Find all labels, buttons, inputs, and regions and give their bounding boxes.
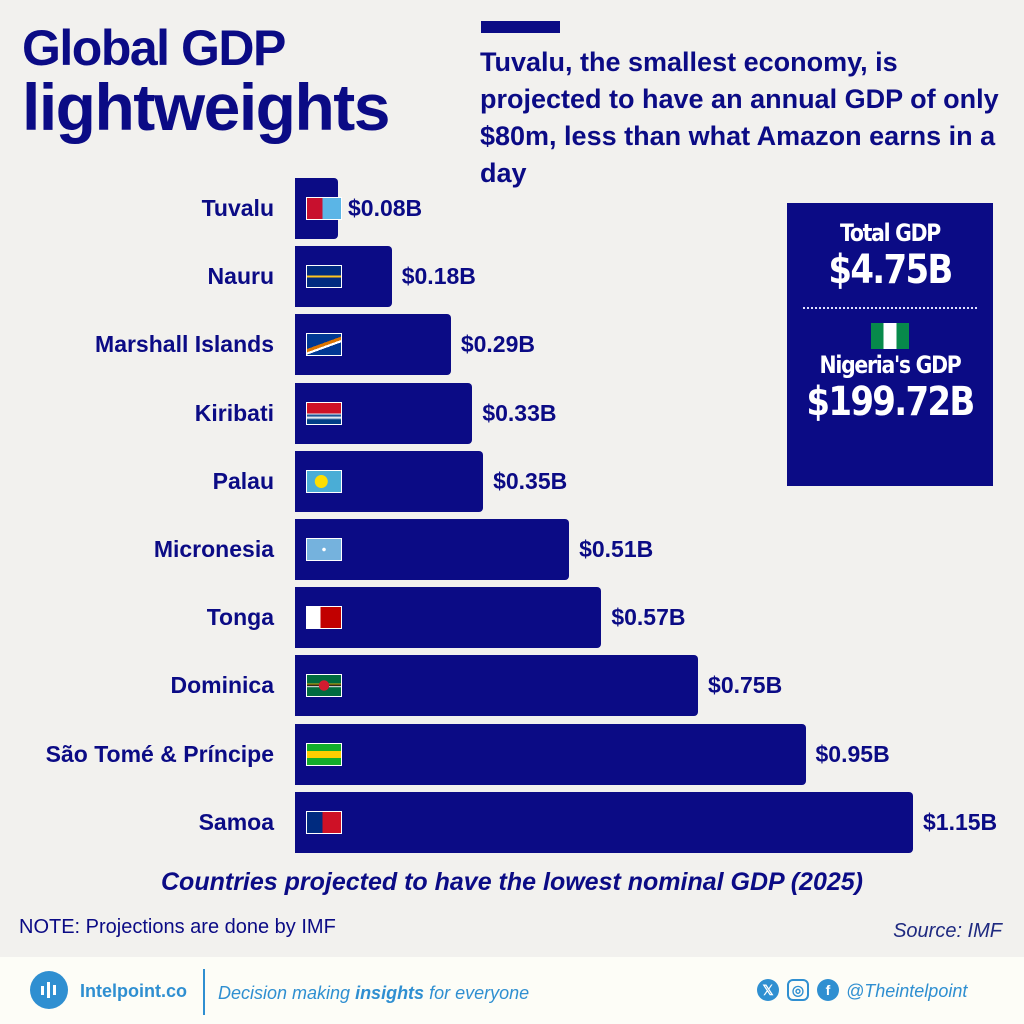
data-label: $0.95B: [815, 740, 890, 767]
data-label: $0.51B: [579, 536, 654, 562]
footer: Intelpoint.co Decision making insights f…: [0, 957, 1024, 1024]
data-label: $0.75B: [708, 672, 783, 699]
sao-tome-flag-icon: [306, 742, 342, 766]
category-label: Palau: [212, 467, 274, 494]
data-label: $0.08B: [347, 195, 423, 221]
total-gdp-label: Total GDP: [839, 219, 941, 247]
source: Source: IMF: [893, 920, 1002, 942]
tagline-pre: Decision making: [218, 983, 356, 1003]
nigeria-flag-icon: [871, 323, 909, 349]
chart-caption: Countries projected to have the lowest n…: [161, 868, 863, 896]
data-label: $0.57B: [611, 604, 686, 631]
category-label: Kiribati: [194, 399, 274, 426]
tuvalu-flag-icon: [306, 197, 342, 220]
divider: [203, 969, 205, 1015]
subtitle: Tuvalu, the smallest economy, is project…: [480, 47, 999, 188]
accent-bar: [481, 21, 560, 33]
nauru-flag-icon: [306, 265, 342, 289]
bar-8: [295, 723, 806, 785]
tonga-flag-icon: [306, 606, 342, 630]
summary-box: Total GDP $4.75B Nigeria's GDP $199.72B: [787, 203, 993, 486]
title-line-1: Global GDP: [22, 20, 286, 76]
title-line-2: lightweights: [22, 70, 390, 144]
divider: [803, 307, 977, 309]
category-label: Tuvalu: [201, 195, 274, 221]
category-label: Samoa: [198, 808, 274, 835]
category-label: Marshall Islands: [95, 331, 274, 358]
page-title: Global GDP lightweights: [22, 20, 390, 144]
samoa-flag-icon: [306, 810, 342, 834]
instagram-icon[interactable]: ◎: [787, 979, 809, 1001]
micronesia-flag-icon: [306, 538, 342, 561]
kiribati-flag-icon: [306, 401, 342, 425]
x-icon[interactable]: 𝕏: [757, 979, 779, 1001]
category-label: Tonga: [206, 604, 274, 631]
tagline: Decision making insights for everyone: [218, 983, 529, 1004]
intelpoint-logo-icon[interactable]: [30, 971, 68, 1009]
data-label: $0.35B: [493, 467, 568, 494]
palau-flag-icon: [306, 469, 342, 493]
tagline-post: for everyone: [424, 983, 530, 1003]
facebook-icon[interactable]: f: [817, 979, 839, 1001]
category-label: São Tomé & Príncipe: [45, 740, 274, 767]
marshall-islands-flag-icon: [306, 333, 342, 357]
category-label: Micronesia: [153, 536, 274, 562]
nigeria-gdp-label: Nigeria's GDP: [819, 351, 962, 379]
data-label: $0.33B: [482, 399, 557, 426]
brand-link[interactable]: Intelpoint.co: [80, 981, 187, 1001]
bar-6: [295, 587, 602, 649]
dominica-flag-icon: [306, 674, 342, 698]
data-label: $1.15B: [923, 808, 998, 835]
bar-7: [295, 655, 699, 717]
total-gdp-value: $4.75B: [828, 247, 953, 293]
data-label: $0.18B: [401, 263, 476, 290]
tagline-bold: insights: [355, 983, 425, 1003]
data-label: $0.29B: [460, 331, 535, 358]
bar-9: [295, 791, 913, 853]
social-handle[interactable]: @Theintelpoint: [846, 981, 968, 1001]
nigeria-gdp-value: $199.72B: [806, 379, 975, 425]
category-label: Dominica: [170, 672, 274, 699]
category-label: Nauru: [207, 263, 274, 290]
note: NOTE: Projections are done by IMF: [19, 916, 336, 938]
